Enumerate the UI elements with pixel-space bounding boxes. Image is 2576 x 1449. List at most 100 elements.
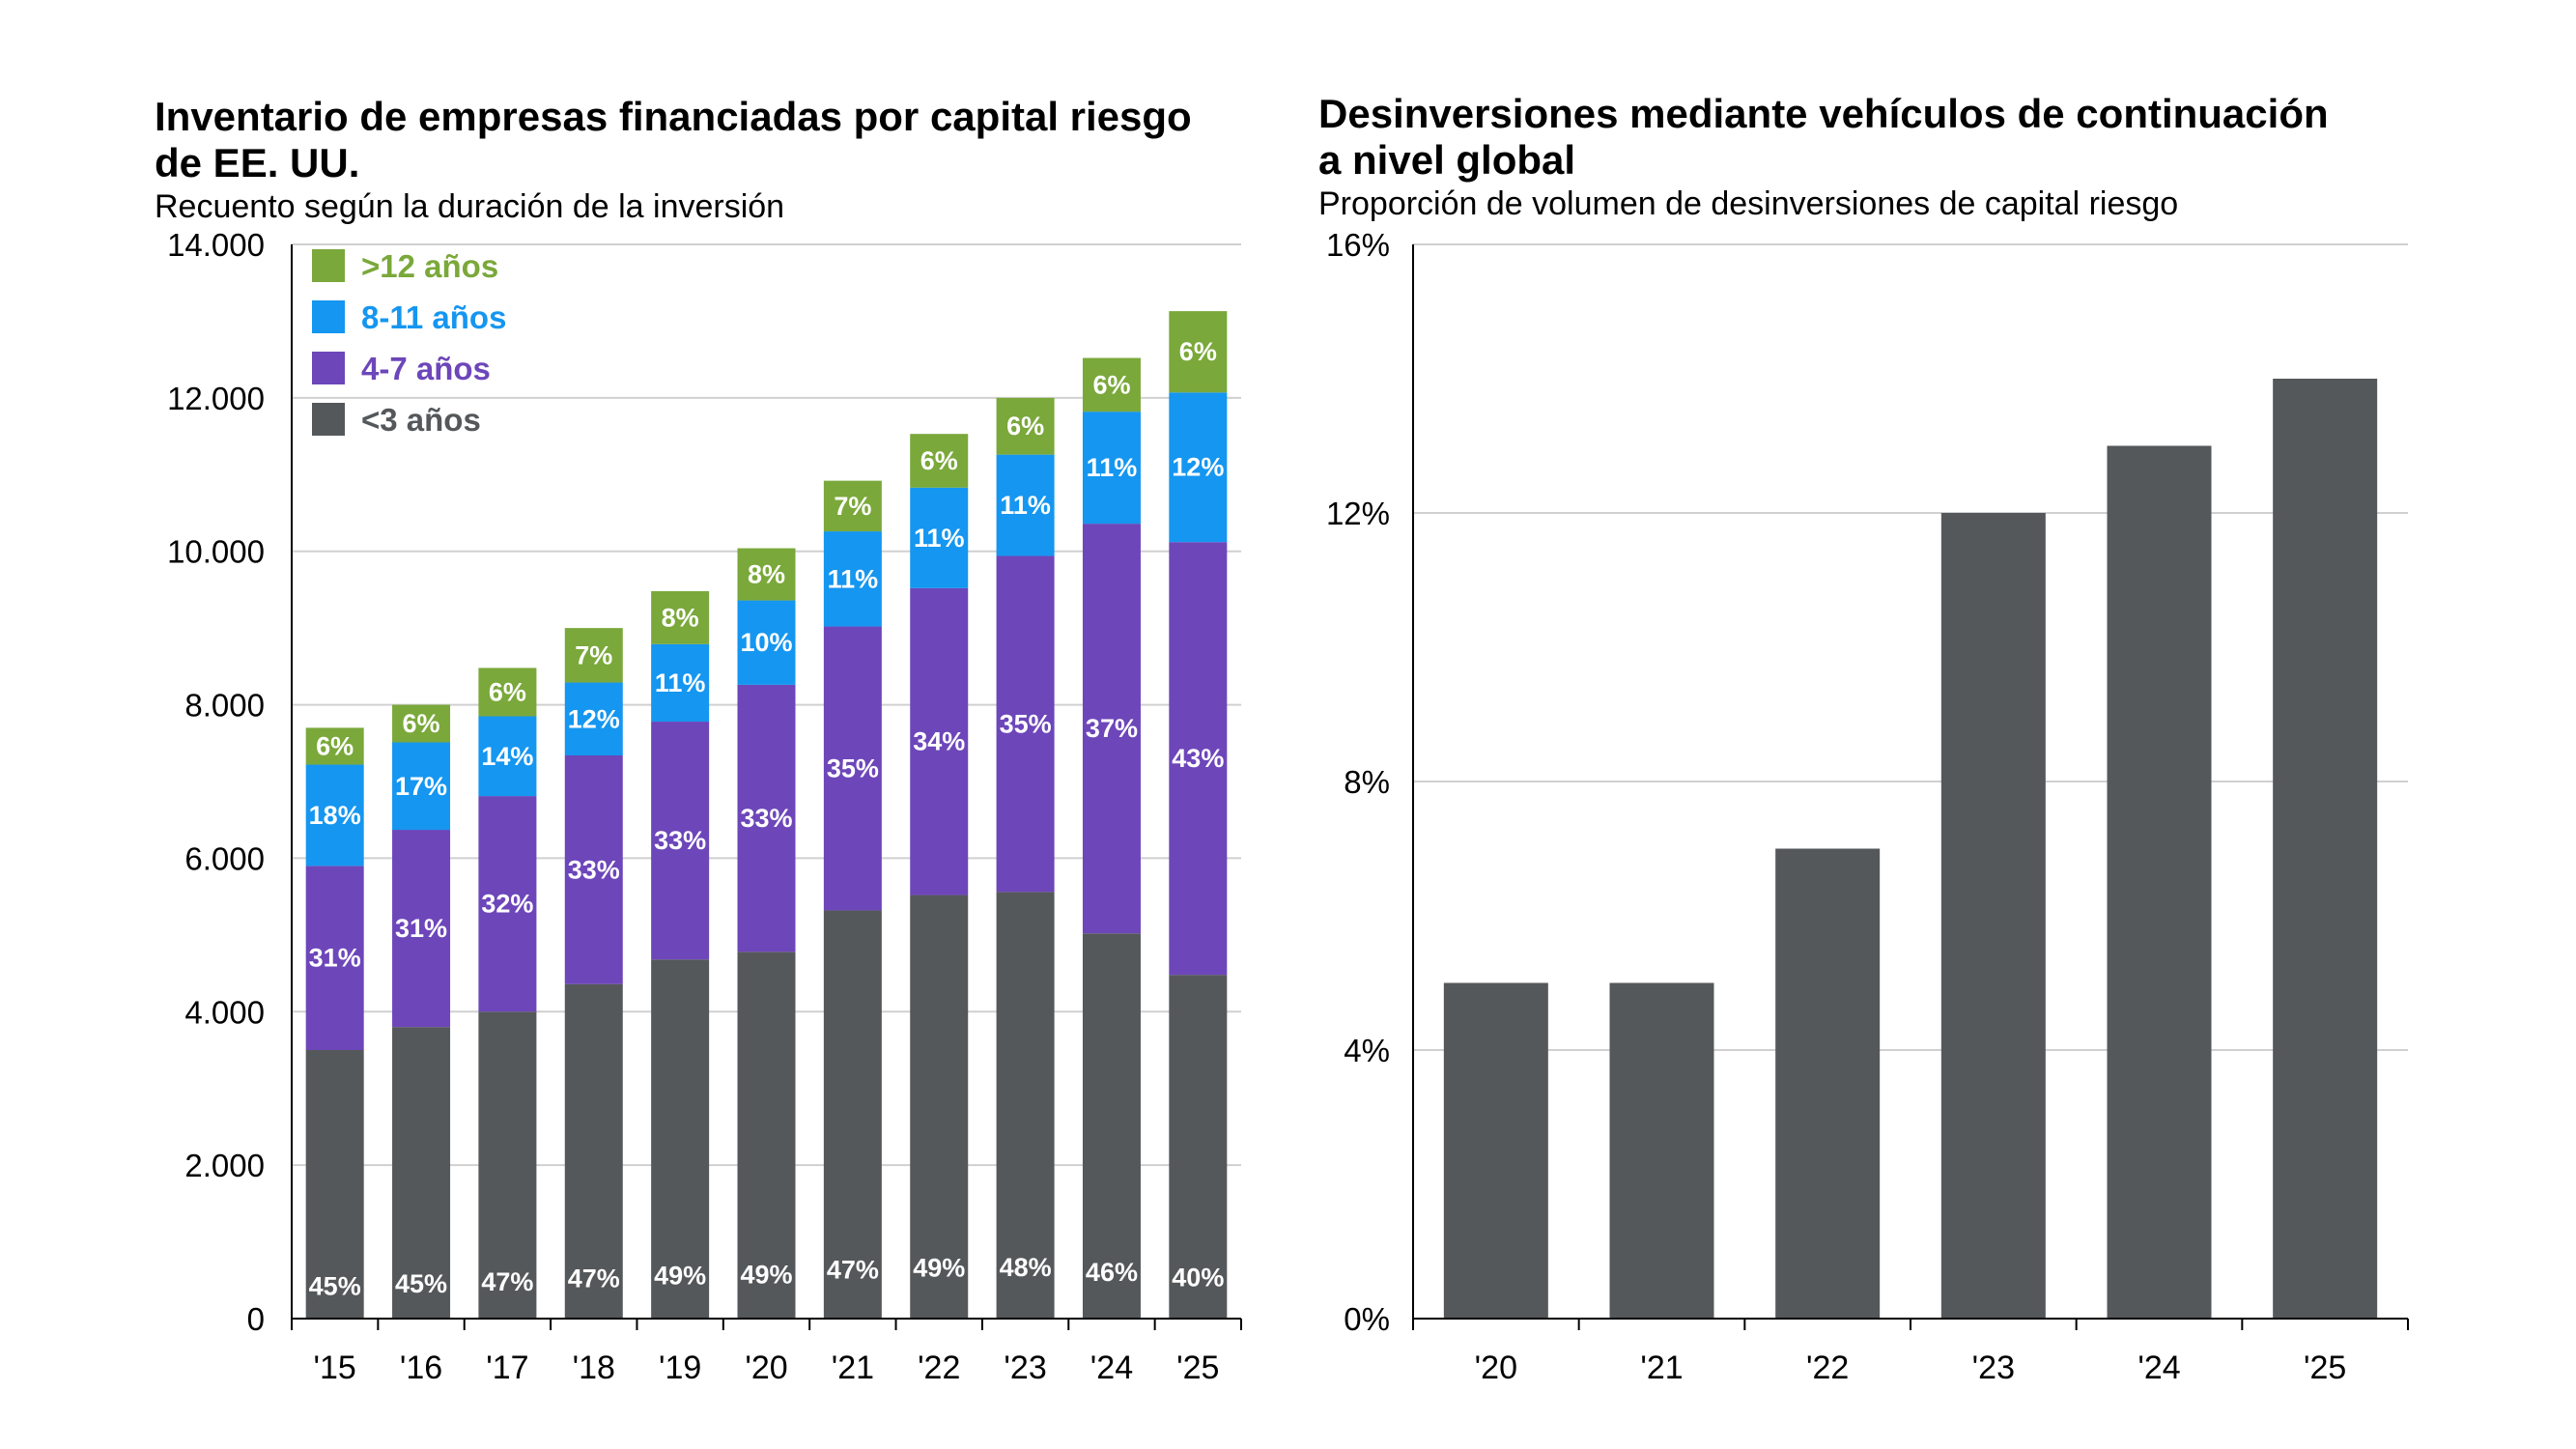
bar-segment bbox=[651, 959, 710, 1319]
y-tick-label: 12% bbox=[1326, 496, 1390, 531]
y-tick-label: 10.000 bbox=[167, 534, 265, 570]
bar-segment bbox=[996, 397, 1055, 455]
bar-segment bbox=[392, 1027, 451, 1319]
legend-swatch bbox=[312, 300, 345, 333]
bar-data-label: 7% bbox=[575, 640, 612, 669]
bar-segment bbox=[1169, 311, 1228, 393]
y-tick-label: 8.000 bbox=[184, 688, 265, 724]
bar-segment bbox=[392, 830, 451, 1028]
x-tick-label: '21 bbox=[832, 1350, 874, 1386]
bar-segment bbox=[823, 480, 882, 532]
bar-segment bbox=[478, 716, 537, 797]
bar-data-label: 10% bbox=[740, 628, 792, 657]
bar-data-label: 6% bbox=[489, 677, 526, 706]
y-tick-label: 0% bbox=[1344, 1301, 1390, 1337]
bar-data-label: 35% bbox=[827, 753, 879, 782]
bar-data-label: 34% bbox=[913, 727, 965, 756]
legend-label: 4-7 años bbox=[361, 351, 491, 386]
right-chart-subtitle: Proporción de volumen de desinversiones … bbox=[1318, 185, 2178, 222]
bar bbox=[2273, 379, 2378, 1319]
bar-data-label: 12% bbox=[568, 704, 620, 733]
bar-data-label: 32% bbox=[481, 890, 533, 919]
bar-data-label: 14% bbox=[481, 742, 533, 771]
bar-segment bbox=[1082, 524, 1141, 934]
bar-segment bbox=[305, 764, 364, 867]
bar-data-label: 11% bbox=[828, 564, 879, 593]
bar-data-label: 12% bbox=[1172, 453, 1224, 482]
bar-segment bbox=[564, 983, 623, 1319]
bar-segment bbox=[996, 892, 1055, 1319]
bar-data-label: 6% bbox=[1006, 412, 1044, 440]
x-tick-label: '17 bbox=[486, 1350, 528, 1386]
bar-segment bbox=[823, 626, 882, 911]
bar-data-label: 37% bbox=[1086, 714, 1138, 743]
x-tick-label: '25 bbox=[2304, 1350, 2346, 1386]
legend-label: >12 años bbox=[361, 248, 498, 284]
bar-segment bbox=[910, 434, 969, 488]
x-tick-label: '18 bbox=[573, 1350, 615, 1386]
y-tick-label: 8% bbox=[1344, 764, 1390, 800]
bar-segment bbox=[305, 1050, 364, 1319]
x-tick-label: '25 bbox=[1176, 1350, 1219, 1386]
bar-data-label: 47% bbox=[827, 1255, 879, 1284]
bar-data-label: 6% bbox=[1092, 370, 1130, 399]
bar-segment bbox=[392, 704, 451, 743]
x-tick-label: '24 bbox=[2137, 1350, 2180, 1386]
bar-segment bbox=[392, 742, 451, 831]
bar-segment bbox=[910, 587, 969, 895]
bar-segment bbox=[1082, 412, 1141, 525]
bar-segment bbox=[910, 487, 969, 588]
bar-data-label: 6% bbox=[403, 709, 440, 738]
x-tick-label: '24 bbox=[1090, 1350, 1133, 1386]
left-chart-title-line2: de EE. UU. bbox=[155, 140, 359, 185]
y-tick-label: 4% bbox=[1344, 1033, 1390, 1068]
y-tick-label: 2.000 bbox=[184, 1148, 265, 1183]
bar-segment bbox=[651, 643, 710, 723]
right-bar-chart: 0% 4% 8% 12% 16% '20 '21 '22 '23 '24 '25 bbox=[1326, 227, 2409, 1386]
x-tick-label: '22 bbox=[1806, 1350, 1849, 1386]
bar-segment bbox=[910, 895, 969, 1319]
bar-data-label: 11% bbox=[1000, 491, 1051, 520]
x-tick-label: '22 bbox=[918, 1350, 960, 1386]
y-tick-label: 16% bbox=[1326, 227, 1390, 263]
left-stacked-bar-chart: 0 2.000 4.000 6.000 8.000 10.000 12.000 14.000 4… bbox=[167, 227, 1242, 1386]
bar-data-label: 31% bbox=[309, 944, 361, 973]
bar bbox=[1609, 982, 1714, 1319]
bar-segment bbox=[564, 628, 623, 683]
x-tick-label: '21 bbox=[1640, 1350, 1683, 1386]
bar-segment bbox=[564, 682, 623, 755]
bar-data-label: 31% bbox=[395, 914, 447, 943]
bar-data-label: 17% bbox=[395, 772, 447, 801]
bar-data-label: 45% bbox=[309, 1272, 361, 1301]
bar-data-label: 48% bbox=[1000, 1253, 1052, 1282]
bar-segment bbox=[737, 548, 796, 601]
y-tick-label: 12.000 bbox=[167, 381, 265, 416]
bar-data-label: 8% bbox=[748, 560, 785, 589]
bar-data-label: 35% bbox=[1000, 709, 1052, 738]
bar-segment bbox=[305, 866, 364, 1050]
right-chart-title-line1: Desinversiones mediante vehículos de con… bbox=[1318, 91, 2329, 136]
bar-segment bbox=[737, 684, 796, 952]
bar-data-label: 33% bbox=[740, 804, 792, 833]
bar-data-label: 11% bbox=[914, 524, 965, 553]
bar-segment bbox=[996, 555, 1055, 893]
x-tick-label: '20 bbox=[745, 1350, 787, 1386]
bar-data-label: 8% bbox=[662, 603, 699, 632]
x-tick-label: '20 bbox=[1475, 1350, 1517, 1386]
bar bbox=[1443, 982, 1548, 1319]
bar-data-label: 47% bbox=[568, 1264, 620, 1293]
y-tick-label: 4.000 bbox=[184, 994, 265, 1030]
bar bbox=[1775, 848, 1881, 1319]
bar-segment bbox=[478, 1011, 537, 1319]
left-chart-title-line1: Inventario de empresas financiadas por c… bbox=[155, 94, 1192, 139]
left-chart-subtitle: Recuento según la duración de la inversi… bbox=[155, 188, 784, 225]
bar-segment bbox=[651, 591, 710, 644]
bar-data-label: 11% bbox=[1087, 453, 1138, 482]
x-tick-label: '19 bbox=[659, 1350, 701, 1386]
bar-data-label: 7% bbox=[834, 492, 871, 521]
x-tick-label: '23 bbox=[1004, 1350, 1046, 1386]
bar-data-label: 40% bbox=[1172, 1263, 1224, 1292]
bar-data-label: 33% bbox=[654, 826, 706, 855]
bar-segment bbox=[305, 727, 364, 765]
